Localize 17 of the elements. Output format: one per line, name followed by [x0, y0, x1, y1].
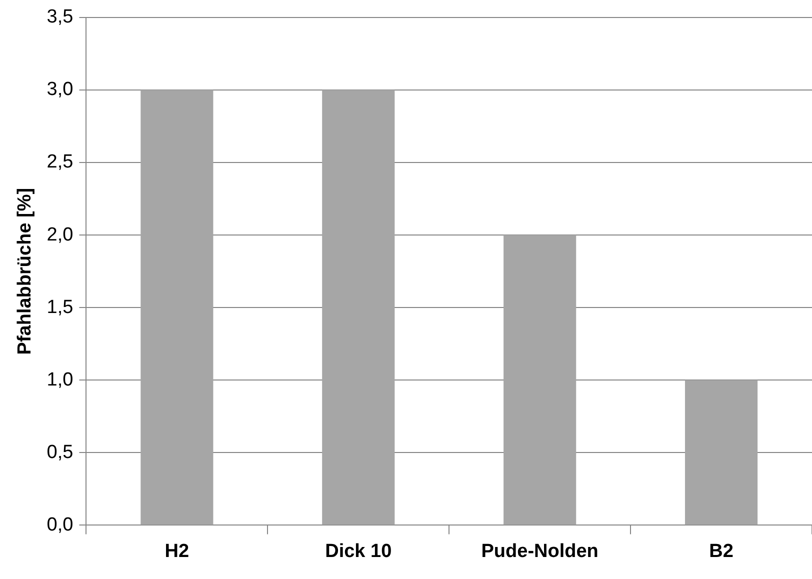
- y-tick-label: 2,5: [46, 152, 74, 173]
- x-tick-label: Pude-Nolden: [481, 540, 598, 562]
- bar: [684, 380, 758, 525]
- y-tick-label: 1,0: [46, 369, 74, 390]
- x-tick-label: B2: [709, 540, 734, 562]
- y-tick-label: 0,5: [46, 442, 74, 463]
- y-tick-label: 3,0: [46, 79, 74, 100]
- y-tick-label: 1,5: [46, 296, 74, 318]
- y-axis-title: Pfahlabbrüche [%]: [14, 188, 36, 355]
- y-tick-label: 2,0: [46, 224, 74, 246]
- bar: [140, 90, 214, 525]
- bar: [504, 235, 576, 525]
- x-tick-label: H2: [164, 540, 190, 562]
- bar: [322, 90, 395, 525]
- y-tick-label: 3,5: [46, 6, 74, 28]
- y-tick-label: 0,0: [46, 514, 74, 536]
- x-tick-label: Dick 10: [325, 540, 392, 562]
